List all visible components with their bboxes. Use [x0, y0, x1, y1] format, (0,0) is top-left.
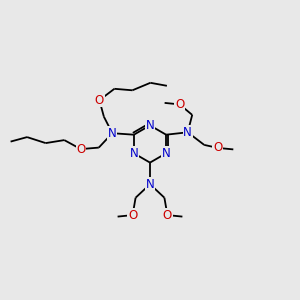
Text: N: N — [108, 127, 117, 140]
Text: N: N — [130, 147, 138, 160]
Text: O: O — [128, 208, 137, 222]
Text: O: O — [175, 98, 184, 111]
Text: O: O — [76, 142, 86, 156]
Text: O: O — [213, 141, 222, 154]
Text: N: N — [146, 119, 154, 132]
Text: N: N — [183, 126, 192, 139]
Text: O: O — [95, 94, 104, 107]
Text: N: N — [146, 178, 154, 191]
Text: O: O — [163, 208, 172, 222]
Text: N: N — [162, 147, 170, 160]
